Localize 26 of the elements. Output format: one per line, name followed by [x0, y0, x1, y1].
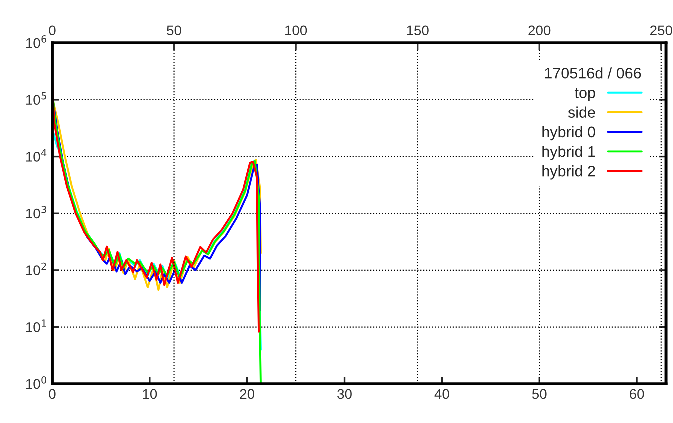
legend-label: side: [568, 106, 596, 118]
x-tick-label: 60: [630, 389, 644, 400]
legend-label: hybrid 0: [542, 126, 596, 141]
legend-title: 170516d / 066: [545, 68, 642, 79]
x-tick-label: 40: [434, 389, 450, 400]
x2-tick-label: 200: [528, 26, 551, 36]
legend-label: top: [574, 88, 596, 102]
x-tick-label: 20: [240, 389, 255, 400]
y-tick-label: 10$^{6}$: [26, 36, 47, 48]
y-tick-label: 10$^{4}$: [26, 149, 47, 162]
x-tick-label: 0: [49, 389, 56, 400]
legend-label: hybrid 2: [542, 166, 596, 180]
x2-tick-label: 100: [286, 26, 308, 36]
x2-tick-label: 250: [650, 26, 672, 36]
x-tick-label: 10: [143, 389, 158, 400]
x2-tick-label: 150: [407, 26, 429, 36]
y-tick-label: 10$^{0}$: [26, 376, 47, 390]
x-tick-label: 30: [338, 389, 352, 400]
y-tick-label: 10$^{3}$: [26, 206, 46, 219]
x2-tick-label: 50: [167, 26, 182, 36]
x-tick-label: 50: [532, 389, 547, 400]
legend-label: hybrid 1: [542, 146, 596, 160]
y-tick-label: 10$^{2}$: [26, 262, 46, 276]
x2-tick-label: 0: [49, 26, 56, 36]
y-tick-label: 10$^{1}$: [26, 320, 46, 332]
y-tick-label: 10$^{5}$: [26, 92, 46, 106]
